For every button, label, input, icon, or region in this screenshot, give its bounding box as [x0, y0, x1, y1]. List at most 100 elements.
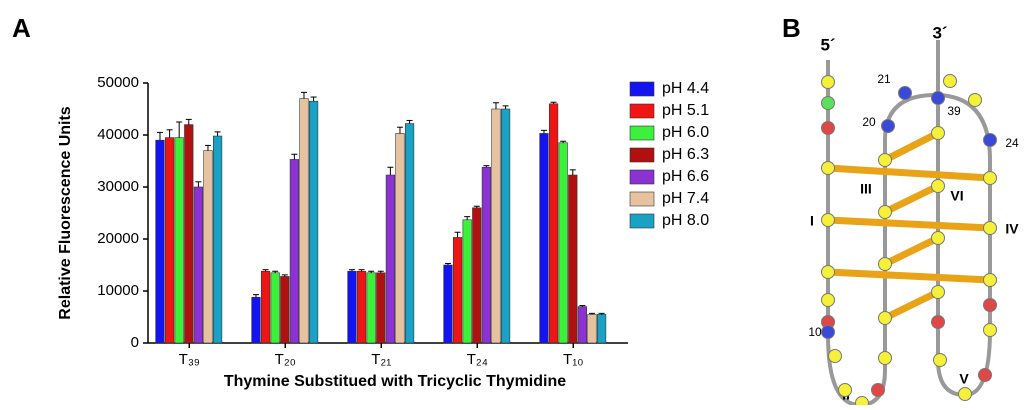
nucleotide: [983, 171, 997, 185]
position-label: 21: [877, 72, 891, 86]
legend-swatch: [629, 147, 655, 163]
bar: [376, 272, 386, 344]
nucleotide: [838, 383, 852, 397]
nucleotide: [983, 133, 997, 147]
bar: [596, 314, 607, 344]
nucleotide: [968, 93, 982, 107]
legend-swatch: [629, 103, 655, 119]
position-label: 39: [947, 104, 961, 118]
bar: [462, 219, 472, 344]
tetrad-label: VI: [950, 188, 963, 204]
panel-label: A: [12, 13, 31, 43]
error-bar: [473, 205, 480, 208]
nucleotide: [931, 231, 945, 245]
bar: [472, 207, 482, 344]
bar: [366, 272, 376, 344]
error-bar: [156, 131, 163, 141]
error-bar: [262, 269, 269, 272]
legend-label: pH 6.3: [662, 146, 709, 163]
tetrad-label: IV: [1005, 221, 1019, 237]
nucleotide: [978, 368, 992, 382]
nucleotide: [931, 91, 945, 105]
tetrad-label: V: [959, 371, 969, 387]
nucleotide: [821, 293, 835, 307]
nucleotide: [878, 257, 892, 271]
error-bar: [204, 144, 211, 151]
nucleotide: [878, 205, 892, 219]
error-bar: [166, 129, 173, 138]
x-tick-label: T₁₀: [563, 351, 583, 368]
nucleotide: [983, 221, 997, 235]
nucleotide: [828, 349, 842, 363]
bar: [558, 142, 568, 344]
bar: [251, 296, 261, 344]
error-bar: [540, 129, 547, 134]
nucleotide: [881, 119, 895, 133]
error-bar: [272, 270, 279, 273]
bar: [395, 133, 405, 344]
nucleotide: [821, 325, 835, 339]
tetrad-bonds: [824, 129, 994, 322]
legend-label: pH 4.4: [662, 80, 709, 97]
nucleotide: [898, 86, 912, 100]
error-bar: [598, 312, 605, 315]
bar: [356, 270, 367, 344]
error-bar: [377, 270, 384, 273]
error-bar: [348, 269, 355, 272]
error-bar: [368, 270, 375, 273]
legend-label: pH 5.1: [662, 102, 709, 119]
nucleotide: [933, 353, 947, 367]
nucleotide: [983, 273, 997, 287]
position-label: 24: [1005, 136, 1019, 150]
nucleotide: [871, 383, 885, 397]
legend-label: pH 8.0: [662, 212, 709, 229]
panel-label: B: [782, 13, 801, 43]
bar: [308, 100, 319, 344]
nucleotide: [821, 75, 835, 89]
bar: [184, 124, 194, 344]
bar: [347, 270, 357, 344]
error-bar: [406, 119, 413, 124]
bar: [548, 103, 559, 344]
nucleotide: [958, 387, 972, 401]
bar: [491, 108, 501, 344]
bar: [212, 135, 223, 344]
x-tick-label: T₂₁: [371, 351, 391, 368]
bar: [174, 137, 184, 344]
bar: [289, 159, 299, 344]
error-bar: [176, 121, 183, 138]
x-tick-label: T₂₄: [467, 351, 488, 368]
error-bar: [454, 231, 461, 238]
legend-label: pH 6.6: [662, 168, 709, 185]
error-bar: [550, 101, 557, 104]
legend-swatch: [629, 191, 655, 207]
bar: [452, 237, 463, 344]
bar: [385, 174, 395, 344]
error-bar: [300, 91, 307, 99]
error-bar: [444, 262, 451, 265]
nucleotide: [943, 74, 957, 88]
bar: [155, 139, 165, 344]
error-bar: [569, 169, 576, 176]
legend-swatch: [629, 213, 655, 229]
nucleotide: [821, 265, 835, 279]
legend-label: pH 7.4: [662, 190, 709, 207]
error-bar: [185, 118, 192, 125]
error-bar: [195, 181, 202, 187]
bar: [577, 306, 587, 344]
error-bar: [281, 274, 288, 277]
nucleotide: [878, 351, 892, 365]
y-tick-label: 50000: [97, 74, 139, 91]
error-bar: [492, 102, 499, 109]
error-bar: [214, 131, 221, 137]
bar: [164, 137, 175, 344]
nucleotide: [821, 96, 835, 110]
nucleotide: [931, 315, 945, 329]
bar: [500, 108, 511, 344]
bar: [203, 150, 213, 344]
tetrad-label: I: [810, 213, 814, 229]
bar: [587, 314, 597, 344]
bar: [404, 123, 415, 344]
bar: [299, 98, 309, 344]
